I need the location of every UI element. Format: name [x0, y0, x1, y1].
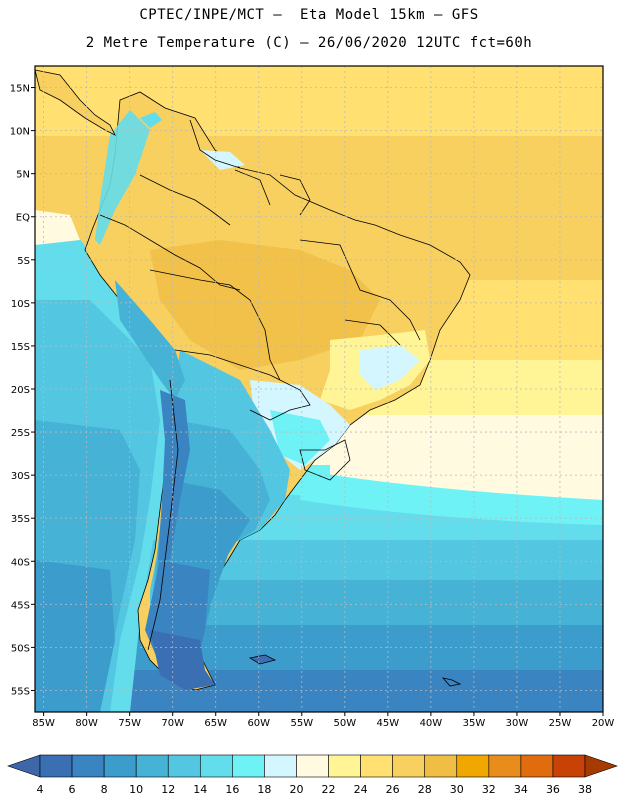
- colorbar-low-arrow: [7, 754, 41, 778]
- colorbar-label: 22: [322, 783, 336, 796]
- colorbar-label: 8: [101, 783, 108, 796]
- lat-label: 50S: [11, 643, 30, 654]
- colorbar-label: 14: [193, 783, 207, 796]
- lat-label: 25S: [11, 428, 30, 439]
- longitude-labels: 85W 80W 75W 70W 65W 60W 55W 50W 45W 40W 35W 30W 25W 2…: [32, 712, 614, 729]
- colorbar-swatch: [520, 754, 554, 778]
- colorbar-swatch: [232, 754, 265, 778]
- lat-label: 15S: [11, 342, 30, 353]
- map-title-line2: 2 Metre Temperature (C) — 26/06/2020 12U…: [85, 35, 533, 51]
- colorbar-label: 30: [450, 783, 464, 796]
- lat-label: 10N: [10, 127, 30, 138]
- colorbar-label: 24: [354, 783, 368, 796]
- colorbar-swatch: [39, 754, 73, 778]
- lon-label: 60W: [247, 718, 270, 729]
- colorbar-label: 26: [386, 783, 400, 796]
- colorbar-swatch: [135, 754, 169, 778]
- colorbar-swatch: [296, 754, 329, 778]
- colorbar: 4 6 8 10 12 14 16 18 20 22 24 26 28 30 32 34 36 38: [7, 754, 618, 796]
- colorbar-swatch: [103, 754, 137, 778]
- colorbar-swatch: [456, 754, 490, 778]
- colorbar-label: 16: [225, 783, 239, 796]
- colorbar-label: 36: [546, 783, 560, 796]
- lat-label: 40S: [11, 557, 30, 568]
- colorbar-high-arrow: [584, 754, 618, 778]
- lon-label: 30W: [506, 718, 529, 729]
- lat-label: 30S: [11, 471, 30, 482]
- lat-label: 5N: [16, 170, 30, 181]
- lon-label: 40W: [420, 718, 443, 729]
- lon-label: 80W: [75, 718, 98, 729]
- lon-label: 75W: [118, 718, 141, 729]
- colorbar-label: 10: [129, 783, 143, 796]
- map-title-line1: CPTEC/INPE/MCT — Eta Model 15km — GFS: [139, 7, 479, 23]
- lat-label: EQ: [16, 213, 30, 224]
- lat-label: 55S: [11, 686, 30, 697]
- colorbar-label: 4: [37, 783, 44, 796]
- lon-label: 70W: [161, 718, 184, 729]
- lat-label: 15N: [10, 84, 30, 95]
- lon-label: 25W: [549, 718, 572, 729]
- colorbar-swatch: [488, 754, 522, 778]
- lon-label: 35W: [463, 718, 486, 729]
- lon-label: 85W: [32, 718, 55, 729]
- colorbar-label: 18: [257, 783, 271, 796]
- colorbar-swatch: [552, 754, 586, 778]
- lon-label: 65W: [204, 718, 227, 729]
- colorbar-swatch: [264, 754, 297, 778]
- colorbar-swatch: [167, 754, 201, 778]
- colorbar-label: 38: [578, 783, 592, 796]
- colorbar-label: 34: [514, 783, 528, 796]
- colorbar-swatch: [199, 754, 233, 778]
- colorbar-label: 6: [69, 783, 76, 796]
- country-borders: [99, 119, 421, 651]
- colorbar-swatch: [392, 754, 426, 778]
- colorbar-label: 12: [161, 783, 175, 796]
- colorbar-label: 28: [418, 783, 432, 796]
- lon-label: 55W: [290, 718, 313, 729]
- colorbar-swatch: [71, 754, 105, 778]
- lat-label: 5S: [17, 256, 30, 267]
- lat-label: 45S: [11, 600, 30, 611]
- colorbar-label: 20: [289, 783, 303, 796]
- colorbar-swatch: [424, 754, 458, 778]
- colorbar-swatch: [360, 754, 393, 778]
- colorbar-label: 32: [482, 783, 496, 796]
- lat-label: 20S: [11, 385, 30, 396]
- lon-label: 20W: [592, 718, 615, 729]
- lat-label: 35S: [11, 514, 30, 525]
- lon-label: 50W: [334, 718, 357, 729]
- latitude-labels: 15N 10N 5N EQ 5S 10S 15S 20S 25S 30S 35S 40S 45S 50S 5…: [10, 84, 35, 697]
- colorbar-swatch: [328, 754, 361, 778]
- lon-label: 45W: [377, 718, 400, 729]
- lat-label: 10S: [11, 299, 30, 310]
